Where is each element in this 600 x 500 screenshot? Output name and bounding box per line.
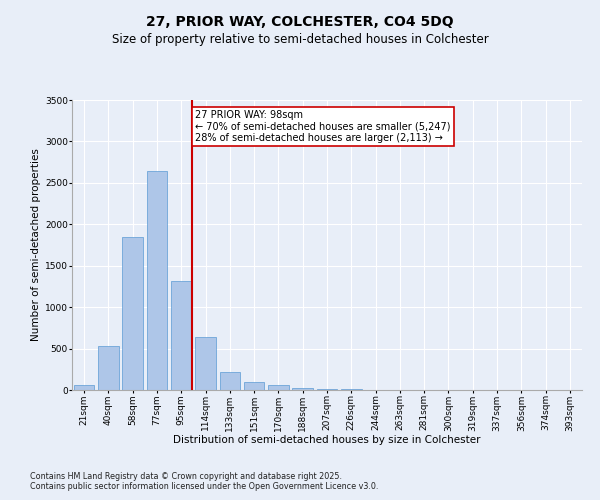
- Bar: [220, 372, 240, 390]
- Bar: [195, 336, 216, 390]
- Bar: [244, 382, 265, 390]
- Bar: [122, 236, 143, 390]
- Bar: [171, 280, 191, 390]
- Text: 27 PRIOR WAY: 98sqm
← 70% of semi-detached houses are smaller (5,247)
28% of sem: 27 PRIOR WAY: 98sqm ← 70% of semi-detach…: [195, 110, 451, 143]
- Bar: [341, 389, 362, 390]
- Bar: [74, 384, 94, 390]
- Text: Contains public sector information licensed under the Open Government Licence v3: Contains public sector information licen…: [30, 482, 379, 491]
- Bar: [98, 346, 119, 390]
- Y-axis label: Number of semi-detached properties: Number of semi-detached properties: [31, 148, 41, 342]
- Text: Size of property relative to semi-detached houses in Colchester: Size of property relative to semi-detach…: [112, 32, 488, 46]
- Text: Contains HM Land Registry data © Crown copyright and database right 2025.: Contains HM Land Registry data © Crown c…: [30, 472, 342, 481]
- Bar: [146, 172, 167, 390]
- Bar: [292, 388, 313, 390]
- Text: 27, PRIOR WAY, COLCHESTER, CO4 5DQ: 27, PRIOR WAY, COLCHESTER, CO4 5DQ: [146, 15, 454, 29]
- X-axis label: Distribution of semi-detached houses by size in Colchester: Distribution of semi-detached houses by …: [173, 434, 481, 444]
- Bar: [317, 389, 337, 390]
- Bar: [268, 386, 289, 390]
